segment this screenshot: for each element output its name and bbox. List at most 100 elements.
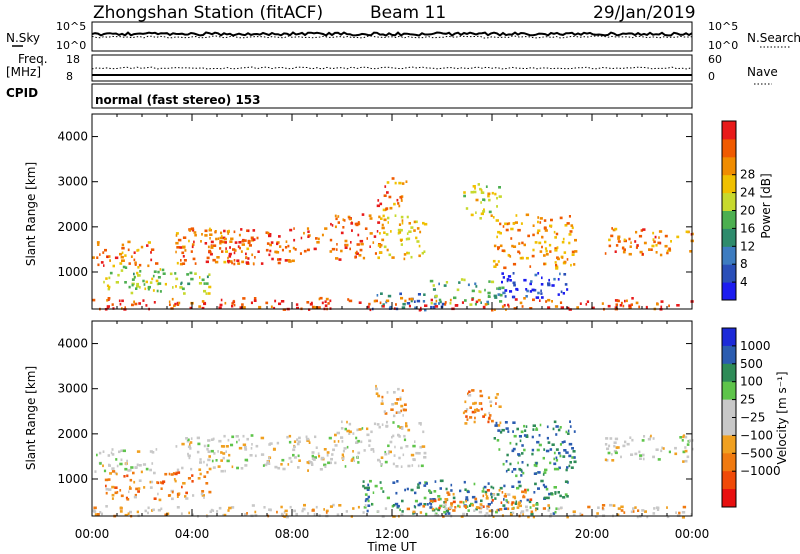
echo-cell <box>495 402 497 405</box>
echo-cell <box>196 436 200 440</box>
echo-cell <box>311 454 314 458</box>
echo-cell <box>400 215 404 219</box>
echo-cell <box>442 505 446 508</box>
echo-cell <box>690 513 693 516</box>
echo-cell <box>636 244 639 247</box>
echo-cell <box>490 485 493 489</box>
echo-cell <box>367 504 371 507</box>
echo-cell <box>280 505 283 509</box>
echo-cell <box>180 512 183 515</box>
echo-cell <box>151 451 155 454</box>
echo-cell <box>134 302 138 306</box>
echo-cell <box>156 289 159 293</box>
echo-cell <box>193 240 195 244</box>
echo-cell <box>340 249 343 253</box>
echo-cell <box>515 287 518 291</box>
echo-cell <box>507 507 510 511</box>
echo-cell <box>321 233 324 237</box>
echo-cell <box>406 507 410 511</box>
echo-cell <box>401 389 404 392</box>
echo-cell <box>676 304 680 307</box>
echo-cell <box>119 302 122 306</box>
echo-cell <box>471 410 476 414</box>
echo-cell <box>480 201 482 204</box>
echo-cell <box>487 291 491 295</box>
echo-cell <box>289 228 293 232</box>
echo-cell <box>538 443 542 447</box>
echo-cell <box>539 221 542 224</box>
echo-cell <box>614 451 618 455</box>
echo-cell <box>177 493 180 496</box>
echo-cell <box>182 246 186 249</box>
echo-cell <box>525 435 529 438</box>
echo-cell <box>109 271 113 275</box>
echo-cell <box>227 509 230 512</box>
echo-cell <box>501 305 505 308</box>
echo-cell <box>244 446 247 449</box>
echo-cell <box>565 430 568 434</box>
echo-cell <box>393 202 396 206</box>
echo-cell <box>111 303 114 306</box>
echo-cell <box>457 504 460 508</box>
echo-cell <box>342 226 345 229</box>
echo-cell <box>199 472 202 476</box>
echo-cell <box>153 270 157 273</box>
echo-cell <box>175 285 177 288</box>
echo-cell <box>378 215 381 219</box>
echo-cell <box>364 499 367 503</box>
echo-cell <box>403 257 406 261</box>
echo-cell <box>182 262 186 265</box>
echo-cell <box>329 461 332 465</box>
echo-cell <box>356 243 360 246</box>
echo-cell <box>416 240 420 243</box>
echo-cell <box>479 402 482 405</box>
echo-cell <box>340 436 344 439</box>
echo-cell <box>136 285 140 288</box>
echo-cell <box>337 215 340 218</box>
colorbar-swatch <box>722 228 736 247</box>
echo-cell <box>495 219 499 222</box>
echo-cell <box>395 491 398 495</box>
echo-cell <box>345 510 348 513</box>
echo-cell <box>377 221 381 224</box>
echo-cell <box>412 458 416 461</box>
echo-cell <box>369 245 371 248</box>
echo-cell <box>642 228 646 231</box>
echo-cell <box>475 506 479 509</box>
echo-cell <box>681 516 685 519</box>
echo-cell <box>523 424 526 428</box>
echo-cell <box>351 457 354 461</box>
echo-cell <box>557 428 561 432</box>
echo-cell <box>601 302 604 305</box>
echo-cell <box>236 440 238 444</box>
echo-cell <box>293 238 296 242</box>
echo-cell <box>441 479 444 483</box>
echo-cell <box>655 244 658 247</box>
echo-cell <box>529 290 533 293</box>
colorbar-tick-label: 500 <box>740 357 763 371</box>
echo-cell <box>410 226 414 229</box>
echo-cell <box>191 243 195 246</box>
echo-cell <box>107 454 111 457</box>
echo-cell <box>505 499 508 502</box>
echo-cell <box>650 434 652 438</box>
echo-cell <box>245 252 247 256</box>
echo-cell <box>120 449 124 452</box>
colorbar-swatch <box>722 489 736 508</box>
echo-cell <box>471 503 474 507</box>
echo-cell <box>527 515 530 519</box>
echo-cell <box>177 471 181 474</box>
echo-cell <box>641 509 645 512</box>
echo-cell <box>385 299 390 303</box>
echo-cell <box>121 259 124 262</box>
echo-cell <box>157 481 160 485</box>
echo-cell <box>474 408 478 412</box>
echo-cell <box>329 299 332 303</box>
echo-cell <box>174 472 178 476</box>
echo-cell <box>498 489 501 492</box>
echo-cell <box>203 444 206 448</box>
echo-cell <box>247 229 250 233</box>
echo-cell <box>205 260 209 264</box>
echo-cell <box>604 458 608 462</box>
echo-cell <box>499 231 502 235</box>
